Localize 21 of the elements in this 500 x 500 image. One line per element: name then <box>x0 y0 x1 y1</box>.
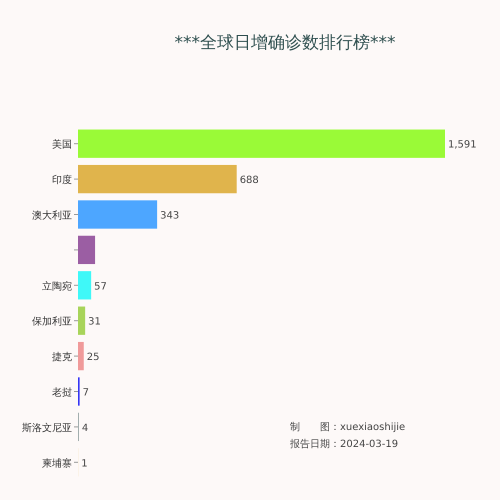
data-label: 31 <box>88 316 101 328</box>
data-label: 688 <box>240 175 259 186</box>
y-tick-label: 澳大利亚 <box>32 210 72 222</box>
data-label: 7 <box>82 388 89 398</box>
y-tick-label: 立陶宛 <box>42 280 72 292</box>
y-tick-label: 美国 <box>52 138 72 151</box>
y-tick-label: 捷克 <box>52 351 72 364</box>
chart-title: ***全球日增确诊数排行榜*** <box>174 33 396 53</box>
data-label: 4 <box>82 422 88 434</box>
y-tick-label: 老挝 <box>52 386 72 398</box>
y-tick-label: 保加利亚 <box>32 316 72 328</box>
data-label: 1 <box>81 458 88 470</box>
y-tick-label: 斯洛文尼亚 <box>22 422 72 434</box>
data-label: 57 <box>94 281 107 292</box>
data-label: 25 <box>86 352 100 364</box>
annotation: 报告日期：2024-03-19 <box>289 438 398 450</box>
y-tick-label: 印度 <box>52 174 72 186</box>
data-label: 343 <box>160 210 180 222</box>
data-label: 1,591 <box>448 140 477 151</box>
y-tick-label: 柬埔寨 <box>42 457 72 470</box>
annotation: 制 图：xuexiaoshijie <box>290 421 406 433</box>
